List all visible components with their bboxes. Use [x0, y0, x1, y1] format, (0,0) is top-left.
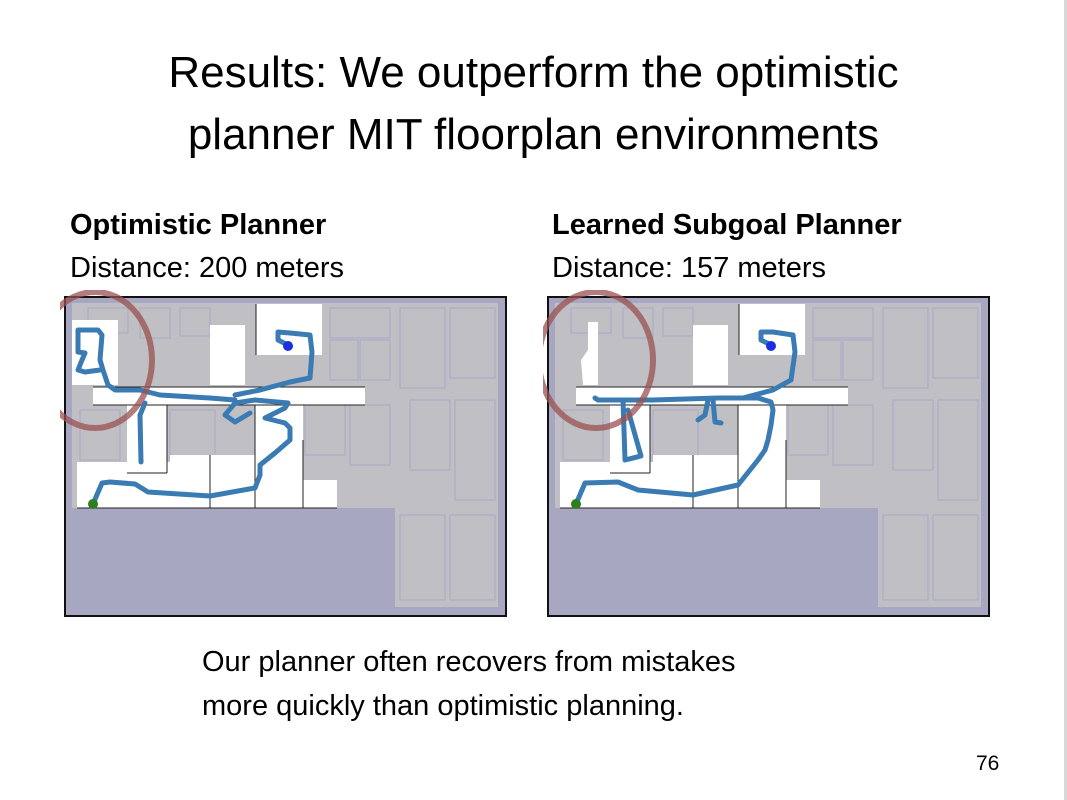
slide-edge	[1064, 0, 1067, 800]
explored-free-space	[93, 387, 365, 405]
room-outline	[179, 307, 211, 337]
robot-trajectory	[695, 397, 711, 423]
highlight-circle	[60, 290, 155, 431]
room-outline	[932, 307, 979, 379]
conclusion-line-2: more quickly than optimistic planning.	[202, 690, 684, 722]
room-outline	[562, 409, 604, 461]
slide-title: Results: We outperform the optimistic pl…	[0, 42, 1067, 166]
room-outline	[399, 307, 446, 389]
start-marker	[571, 499, 581, 509]
explored-free-space	[127, 405, 167, 473]
room-outline	[882, 514, 929, 601]
robot-trajectory	[710, 397, 724, 426]
robot-trajectory	[740, 329, 798, 401]
room-outline	[349, 404, 391, 466]
highlight-circle	[543, 290, 656, 431]
room-outline	[882, 307, 929, 389]
learned-caption: Learned Subgoal Planner Distance: 157 me…	[552, 204, 902, 290]
explored-free-space	[693, 325, 728, 385]
room-outline	[449, 307, 496, 379]
explored-free-space	[783, 480, 820, 508]
explored-free-space	[170, 455, 215, 475]
explored-free-space	[210, 325, 245, 385]
learned-map	[543, 290, 990, 617]
room-outline	[932, 514, 979, 601]
robot-trajectory	[137, 400, 148, 465]
room-outline	[662, 307, 694, 337]
goal-marker	[766, 341, 776, 351]
room-outline	[454, 399, 496, 501]
explored-free-space	[300, 480, 337, 508]
optimistic-heading: Optimistic Planner	[70, 209, 327, 241]
room-outline	[329, 339, 359, 381]
optimistic-distance: Distance: 200 meters	[70, 252, 345, 284]
explored-free-space	[653, 455, 698, 475]
room-outline	[399, 514, 446, 601]
optimistic-caption: Optimistic Planner Distance: 200 meters	[70, 204, 344, 290]
room-outline	[622, 307, 654, 339]
room-outline	[449, 514, 496, 601]
conclusion-line-1: Our planner often recovers from mistakes	[202, 646, 736, 678]
start-marker	[88, 499, 98, 509]
room-outline	[409, 399, 451, 471]
room-outline	[359, 339, 391, 381]
map-frame	[64, 296, 507, 617]
conclusion-text: Our planner often recovers from mistakes…	[202, 640, 735, 728]
learned-distance: Distance: 157 meters	[552, 252, 827, 284]
room-outline	[329, 307, 391, 339]
room-outline	[937, 399, 979, 501]
room-outline	[812, 307, 874, 339]
room-outline	[832, 404, 874, 466]
room-outline	[79, 409, 121, 461]
title-line-2: planner MIT floorplan environments	[187, 110, 880, 159]
page-number: 76	[976, 752, 1000, 775]
learned-heading: Learned Subgoal Planner	[552, 209, 902, 241]
optimistic-map	[60, 290, 507, 617]
map-frame	[547, 296, 990, 617]
explored-free-space	[581, 322, 598, 385]
room-outline	[842, 339, 874, 381]
robot-trajectory	[620, 397, 644, 463]
robot-trajectory	[232, 329, 315, 398]
robot-trajectory	[573, 395, 776, 507]
goal-marker	[283, 341, 293, 351]
title-line-1: Results: We outperform the optimistic	[168, 48, 899, 97]
room-outline	[892, 399, 934, 471]
room-outline	[812, 339, 842, 381]
robot-trajectory	[90, 397, 293, 507]
